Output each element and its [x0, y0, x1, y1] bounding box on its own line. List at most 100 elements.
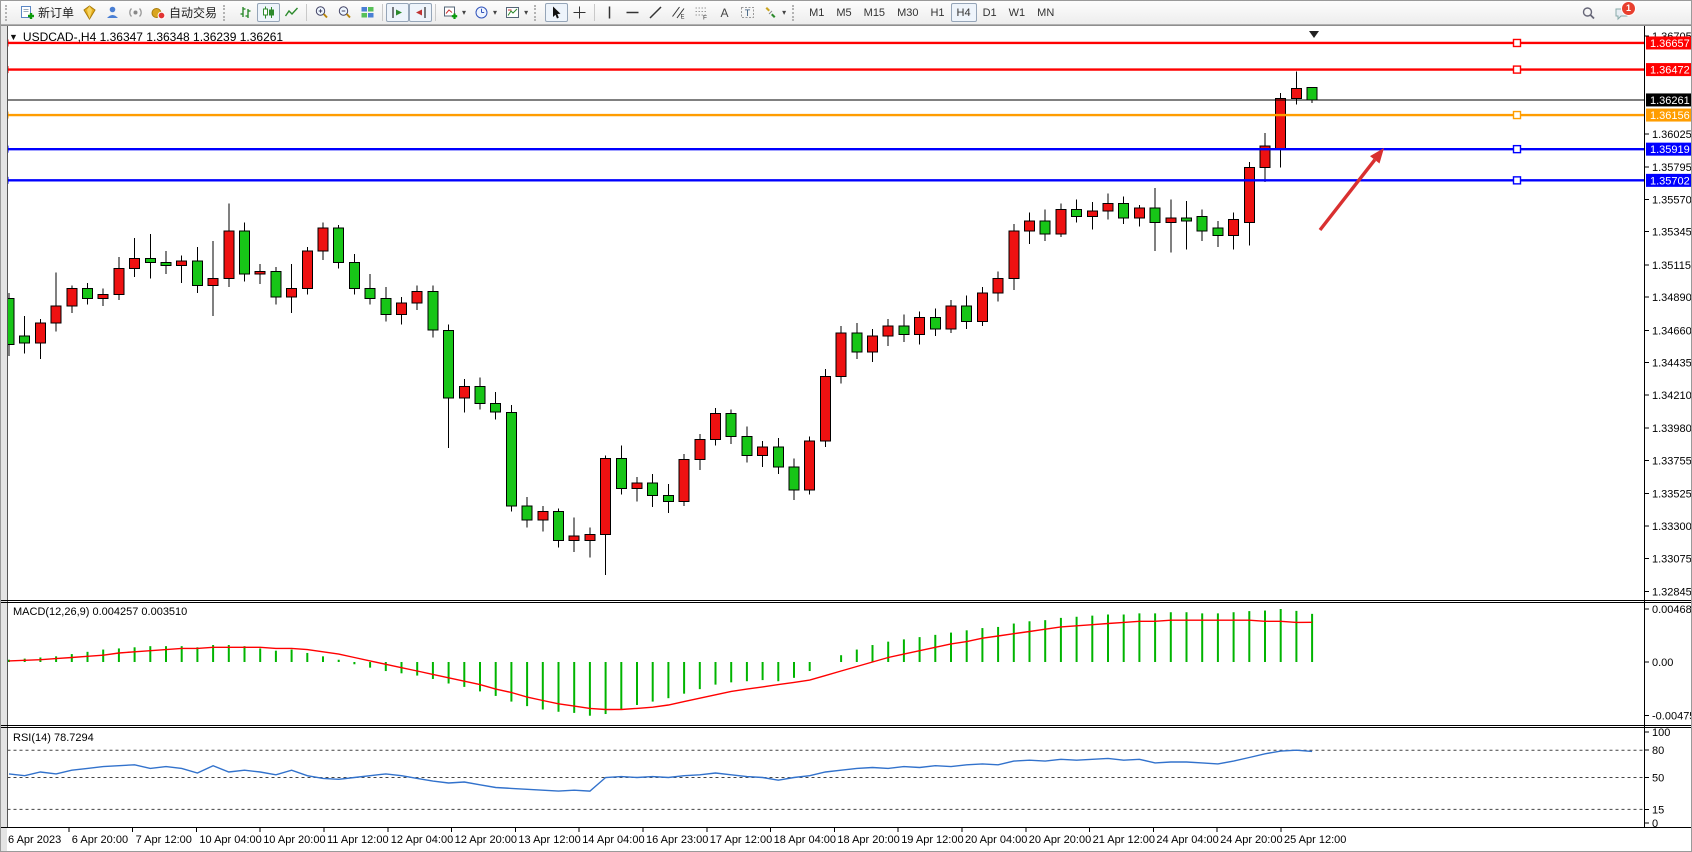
chevron-down-icon[interactable]: ▾: [493, 8, 498, 17]
tf-h4-button[interactable]: H4: [950, 3, 977, 22]
tf-m30-button[interactable]: M30: [891, 3, 924, 22]
rsi-pane[interactable]: [8, 728, 1644, 827]
candle-body: [1102, 203, 1114, 212]
candle-body: [867, 335, 878, 353]
tf-w1-button[interactable]: W1: [1003, 3, 1032, 22]
zoom-in-button[interactable]: [310, 3, 333, 22]
signals-button[interactable]: [124, 3, 147, 22]
candle-body: [537, 511, 549, 521]
price-tick-label: 1.34435: [1652, 358, 1692, 370]
time-tick-label: 6 Apr 2023: [8, 834, 61, 846]
line-handle[interactable]: [1512, 144, 1522, 154]
price-axis[interactable]: [1645, 26, 1692, 828]
symbol-menu-icon[interactable]: ▼: [9, 32, 18, 42]
toolbar-grip[interactable]: [5, 4, 12, 21]
text-button[interactable]: A: [713, 3, 736, 22]
candle-body: [976, 292, 988, 323]
time-tick-label: 18 Apr 04:00: [774, 834, 836, 846]
equidistant-channel-button[interactable]: E: [667, 3, 690, 22]
zoom-out-button[interactable]: [333, 3, 356, 22]
tile-windows-button[interactable]: [356, 3, 379, 22]
community-button[interactable]: [101, 3, 124, 22]
horizontal-line-button[interactable]: [621, 3, 644, 22]
search-button[interactable]: [1581, 6, 1596, 21]
tf-m15-button[interactable]: M15: [858, 3, 891, 22]
tf-m5-label: M5: [836, 6, 852, 19]
text-a-icon: A: [721, 6, 729, 20]
line-price-label: [1646, 108, 1691, 122]
candle-body: [1259, 145, 1271, 169]
line-price-label: [1646, 36, 1691, 50]
tf-m1-button[interactable]: M1: [803, 3, 830, 22]
candle-body: [647, 482, 659, 497]
indicators-button[interactable]: ▾: [439, 3, 470, 22]
cursor-icon: [553, 6, 561, 19]
candle-body: [804, 440, 816, 491]
notifications-button[interactable]: 1: [1614, 1, 1636, 21]
vertical-line-button[interactable]: [598, 3, 621, 22]
arrow-annotation-head[interactable]: [1370, 148, 1384, 164]
macd-pane[interactable]: [8, 603, 1644, 725]
macd-tick-label: -0.004752: [1652, 711, 1692, 723]
new-order-button[interactable]: 新订单: [16, 3, 78, 22]
fibonacci-button[interactable]: F: [690, 3, 713, 22]
trend-line-button[interactable]: [644, 3, 667, 22]
time-tick-label: 7 Apr 12:00: [136, 834, 192, 846]
candle-body: [1133, 207, 1145, 219]
candle-body: [160, 262, 172, 267]
tf-h1-button[interactable]: H1: [924, 3, 950, 22]
auto-scroll-button[interactable]: [386, 3, 410, 22]
chevron-down-icon[interactable]: ▾: [462, 8, 467, 17]
macd-tick-label: 0.004686: [1652, 604, 1692, 616]
tf-m15-label: M15: [863, 6, 886, 19]
line-price-label: [1646, 142, 1691, 156]
periods-button[interactable]: ▾: [470, 3, 501, 22]
chevron-down-icon[interactable]: ▾: [782, 8, 787, 17]
candle-body: [207, 278, 219, 287]
arrow-annotation[interactable]: [1318, 158, 1377, 232]
crosshair-button[interactable]: [568, 3, 591, 22]
candles-mode-button[interactable]: [257, 3, 281, 22]
price-tick-label: 1.33300: [1652, 521, 1692, 533]
candle-body: [505, 411, 517, 507]
main-chart-pane[interactable]: [8, 26, 1644, 600]
toolbar-grip[interactable]: [534, 4, 541, 21]
chart-shift-button[interactable]: [409, 3, 433, 22]
templates-button[interactable]: ▾: [501, 3, 532, 22]
line-handle[interactable]: [1512, 176, 1522, 185]
tf-m30-label: M30: [897, 6, 919, 19]
candle-body: [490, 403, 502, 413]
tf-d1-button[interactable]: D1: [977, 3, 1003, 22]
chart-canvas[interactable]: 1.367051.360251.357951.355701.353451.351…: [1, 25, 1692, 852]
tf-m5-button[interactable]: M5: [830, 3, 857, 22]
arrows-button[interactable]: ▾: [759, 3, 790, 22]
indicators-icon: [444, 6, 458, 19]
tf-mn-button[interactable]: MN: [1031, 3, 1060, 22]
autotrading-button[interactable]: 自动交易: [147, 3, 221, 22]
candle-body: [223, 230, 235, 279]
line-mode-button[interactable]: [280, 3, 303, 22]
line-handle[interactable]: [1512, 110, 1522, 120]
template-icon: [506, 7, 520, 18]
candle-body: [662, 495, 674, 503]
toolbar-grip[interactable]: [792, 4, 799, 21]
candlesticks-icon: [263, 6, 275, 19]
candle-body: [191, 260, 203, 287]
price-tick-label: 1.34890: [1652, 292, 1692, 304]
line-handle[interactable]: [1512, 38, 1522, 48]
price-tick-label: 1.32845: [1652, 586, 1692, 598]
toolbar-right: 1: [1581, 1, 1636, 25]
time-axis[interactable]: [1, 828, 1692, 852]
cursor-button[interactable]: [545, 3, 569, 22]
candle-body: [254, 270, 266, 275]
chevron-down-icon[interactable]: ▾: [524, 8, 529, 17]
candle-body: [1196, 216, 1208, 232]
tf-mn-label: MN: [1037, 6, 1055, 19]
toolbar-grip[interactable]: [223, 4, 230, 21]
toolbar-separator: [435, 4, 437, 21]
line-handle[interactable]: [1512, 65, 1522, 74]
metaeditor-button[interactable]: [78, 3, 101, 22]
candle-body: [333, 227, 345, 264]
text-label-button[interactable]: T: [736, 3, 759, 22]
bars-mode-button[interactable]: [234, 3, 257, 22]
